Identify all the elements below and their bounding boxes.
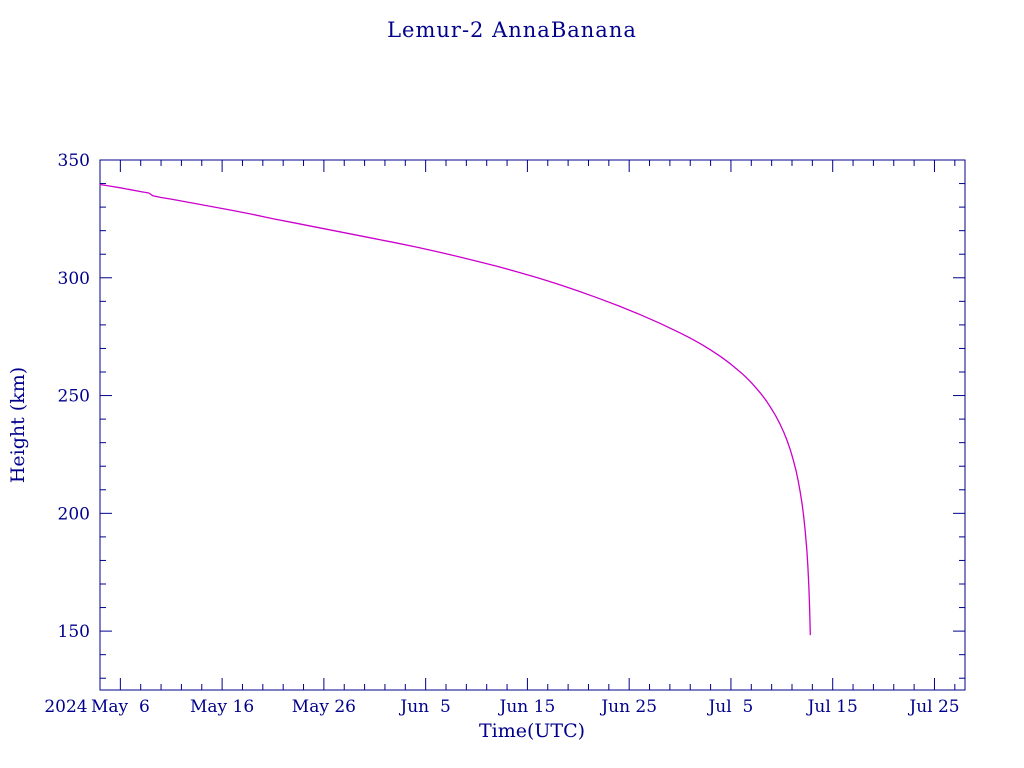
- decay-curve: [99, 183, 811, 636]
- x-tick-label: May 26: [292, 697, 356, 717]
- x-axis-label: Time(UTC): [478, 720, 586, 742]
- chart-title: Lemur-2 AnnaBanana: [387, 18, 637, 42]
- x-tick-label: Jun 15: [498, 697, 556, 717]
- tick-labels: May 6 May 16 May 26 Jun 5 Jun 15 Jun 25 Jul 5 J…: [44, 151, 959, 717]
- tick-marks: [99, 159, 965, 690]
- x-tick-label: May 6: [91, 697, 150, 717]
- x-tick-label: Jun 5: [398, 697, 450, 717]
- axis-box: [99, 159, 966, 691]
- x-tick-label: Jul 5: [706, 697, 753, 717]
- x-tick-label: May 16: [190, 697, 254, 717]
- y-tick-label: 250: [58, 387, 90, 407]
- y-tick-label: 200: [58, 504, 90, 524]
- y-tick-label: 150: [58, 622, 90, 642]
- x-tick-label: Jun 25: [599, 697, 657, 717]
- x-tick-label: Jul 25: [907, 697, 959, 717]
- y-tick-label: 300: [58, 269, 90, 289]
- x-axis-year-label: 2024: [44, 697, 87, 717]
- y-tick-label: 350: [58, 151, 90, 171]
- x-tick-label: Jul 15: [806, 697, 858, 717]
